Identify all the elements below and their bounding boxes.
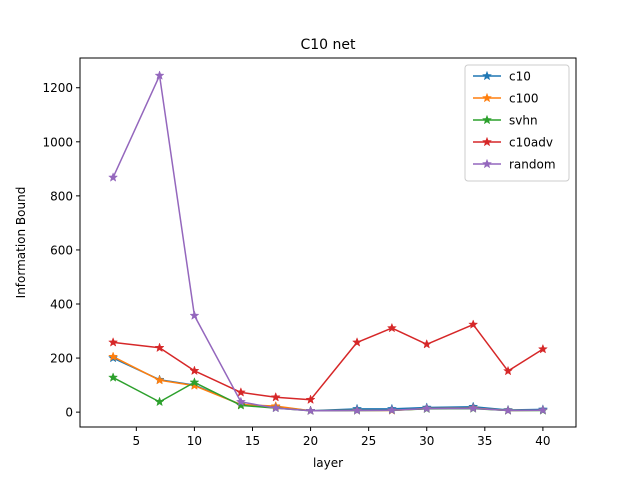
legend-entry-c100: c100: [473, 92, 539, 106]
x-tick-label: 30: [419, 434, 434, 448]
data-point-svhn: [154, 396, 165, 407]
data-point-random: [305, 405, 316, 416]
data-point-random: [468, 403, 479, 413]
legend-label: c10adv: [509, 136, 553, 150]
data-point-c10adv: [305, 394, 316, 404]
chart-title: C10 net: [300, 37, 356, 53]
data-point-c10adv: [351, 337, 363, 347]
x-axis-label: layer: [313, 456, 343, 470]
data-point-random: [386, 404, 397, 415]
legend-marker: [481, 158, 493, 169]
y-tick-label: 0: [65, 406, 73, 420]
legend-entry-c10: c10: [473, 70, 531, 84]
legend-box: [464, 64, 570, 182]
y-axis-label: Information Bound: [14, 187, 28, 299]
series-c100: [108, 351, 548, 416]
legend-marker: [481, 70, 493, 81]
legend-entry-svhn: svhn: [473, 114, 538, 128]
legend: c10 c100 svhn c10adv random: [464, 64, 570, 182]
x-tick-label: 15: [245, 434, 260, 448]
data-point-svhn: [235, 400, 246, 410]
data-point-c10adv: [468, 319, 479, 329]
legend-marker: [481, 114, 493, 125]
data-point-svhn: [108, 372, 119, 382]
data-point-c10adv: [154, 342, 165, 353]
y-tick-label: 1000: [42, 135, 73, 149]
legend-label: random: [509, 158, 556, 172]
legend-label: c100: [509, 92, 539, 106]
x-tick-label: 10: [187, 434, 202, 448]
series-layer: [108, 70, 548, 416]
data-point-random: [421, 403, 432, 413]
legend-label: svhn: [509, 114, 538, 128]
plot-frame: [79, 57, 577, 428]
x-tick-label: 20: [303, 434, 318, 448]
x-tick-label: 35: [477, 434, 492, 448]
legend-marker: [481, 92, 493, 103]
legend-marker: [481, 136, 493, 147]
data-point-random: [270, 402, 281, 413]
data-point-c10adv: [189, 365, 200, 376]
data-point-c10adv: [502, 365, 514, 376]
x-tick-label: 25: [361, 434, 376, 448]
data-point-random: [154, 70, 165, 80]
data-point-random: [108, 172, 119, 182]
data-point-c10adv: [270, 391, 281, 402]
data-point-random: [235, 396, 246, 407]
series-random: [108, 70, 548, 416]
legend-label: c10: [509, 70, 531, 84]
data-point-random: [502, 405, 514, 415]
data-point-c10adv: [421, 338, 432, 349]
y-axis: 0 200 400 600 800 1000 1200: [42, 81, 80, 420]
data-point-random: [351, 405, 363, 415]
y-tick-label: 400: [50, 298, 73, 312]
y-tick-label: 1200: [42, 81, 73, 95]
x-tick-label: 40: [535, 434, 550, 448]
data-point-random: [189, 310, 200, 320]
series-line-random: [112, 74, 543, 412]
y-tick-label: 200: [50, 352, 73, 366]
series-line-c10: [112, 357, 543, 412]
series-line-c10adv: [113, 323, 544, 401]
data-point-c10adv: [108, 337, 119, 347]
x-axis: 5 10 15 20 25 30 35 40: [133, 427, 551, 448]
data-point-c10adv: [537, 343, 548, 354]
legend-entry-c10adv: c10adv: [473, 136, 553, 150]
data-point-c10adv: [235, 387, 246, 397]
y-tick-label: 600: [50, 243, 73, 257]
legend-entry-random: random: [473, 158, 556, 172]
y-tick-label: 800: [50, 189, 73, 203]
data-point-c100: [154, 374, 165, 385]
data-point-c10adv: [386, 322, 397, 333]
series-c10: [108, 352, 548, 416]
series-line-c100: [112, 356, 543, 412]
series-c10adv: [108, 319, 548, 404]
data-point-random: [537, 404, 548, 415]
data-point-svhn: [189, 377, 200, 387]
x-tick-label: 5: [133, 434, 141, 448]
data-point-c100: [108, 351, 119, 362]
